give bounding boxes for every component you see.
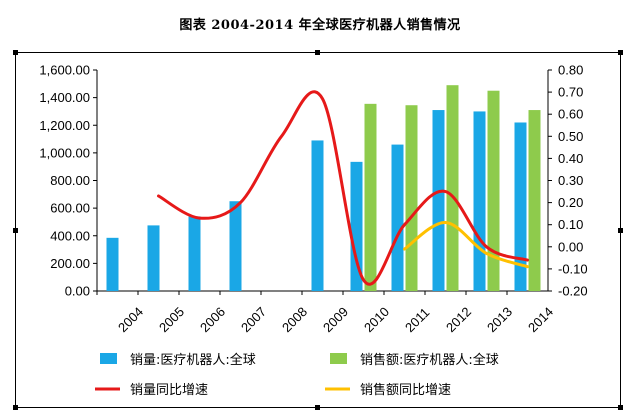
frame-handle-bm bbox=[315, 405, 320, 410]
x-tick-label: 2009 bbox=[320, 304, 351, 335]
right-tick-label: 0.70 bbox=[558, 85, 583, 100]
right-tick-label: 0.80 bbox=[558, 63, 583, 78]
frame-handle-bl bbox=[13, 405, 18, 410]
left-tick-label: 400.00 bbox=[50, 228, 90, 243]
legend-label: 销量同比增速 bbox=[130, 383, 208, 398]
bar-sales-volume bbox=[432, 110, 445, 292]
bar-sales-volume bbox=[106, 237, 119, 291]
right-tick-label: 0.10 bbox=[558, 217, 583, 232]
frame-handle-tr bbox=[618, 50, 623, 55]
right-tick-label: -0.20 bbox=[558, 284, 588, 299]
frame-handle-mr bbox=[618, 228, 623, 233]
right-tick-label: 0.20 bbox=[558, 195, 583, 210]
bar-sales-volume bbox=[229, 201, 242, 291]
x-tick-label: 2010 bbox=[361, 304, 392, 335]
bar-sales-amount bbox=[405, 105, 418, 291]
left-tick-label: 1,200.00 bbox=[39, 118, 90, 133]
legend-label: 销售额同比增速 bbox=[360, 382, 451, 398]
line-sales-volume-growth bbox=[157, 90, 529, 286]
x-tick-label: 2012 bbox=[443, 304, 474, 335]
chart-title: 图表 2004-2014 年全球医疗机器人销售情况 bbox=[179, 18, 461, 33]
left-tick-label: 1,600.00 bbox=[39, 63, 90, 78]
bar-sales-amount bbox=[364, 103, 377, 291]
x-tick-label: 2011 bbox=[402, 305, 432, 335]
right-tick-label: 0.40 bbox=[558, 151, 583, 166]
left-tick-label: 1,000.00 bbox=[39, 145, 90, 160]
right-tick-label: 0.50 bbox=[558, 129, 583, 144]
bar-sales-volume bbox=[311, 140, 324, 291]
frame-handle-tm bbox=[315, 50, 320, 55]
right-tick-label: 0.00 bbox=[558, 239, 583, 254]
legend-swatch bbox=[330, 353, 347, 364]
x-tick-label: 2013 bbox=[484, 304, 515, 335]
frame-handle-br bbox=[618, 405, 623, 410]
left-tick-label: 800.00 bbox=[50, 173, 90, 188]
legend-label: 销售额:医疗机器人:全球 bbox=[360, 352, 499, 368]
line-sales-amount-growth bbox=[403, 220, 529, 269]
x-tick-label: 2008 bbox=[279, 304, 310, 335]
x-tick-label: 2014 bbox=[525, 304, 556, 335]
bar-sales-amount bbox=[487, 90, 500, 291]
bar-sales-volume bbox=[188, 216, 201, 291]
right-tick-label: 0.30 bbox=[558, 173, 583, 188]
bar-sales-volume bbox=[147, 225, 160, 291]
left-tick-label: 200.00 bbox=[50, 256, 90, 271]
left-tick-label: 1,400.00 bbox=[39, 90, 90, 105]
frame-handle-ml bbox=[13, 228, 18, 233]
left-tick-label: 0.00 bbox=[65, 284, 90, 299]
right-tick-label: 0.60 bbox=[558, 107, 583, 122]
bar-sales-amount bbox=[446, 85, 459, 291]
x-tick-label: 2005 bbox=[156, 304, 187, 335]
right-tick-label: -0.10 bbox=[558, 261, 588, 276]
x-tick-label: 2007 bbox=[238, 304, 269, 335]
x-tick-label: 2006 bbox=[197, 304, 228, 335]
x-tick-label: 2004 bbox=[115, 304, 146, 335]
bar-sales-amount bbox=[528, 110, 541, 292]
bar-sales-volume bbox=[514, 122, 527, 291]
left-tick-label: 600.00 bbox=[50, 201, 90, 216]
frame-handle-tl bbox=[13, 50, 18, 55]
legend-label: 销量:医疗机器人:全球 bbox=[130, 352, 256, 368]
legend-swatch bbox=[100, 353, 117, 364]
plot-area: 1,600.00 1,400.00 1,200.00 1,000.00 800.00 60… bbox=[39, 63, 587, 336]
bar-sales-volume bbox=[391, 144, 404, 291]
bar-sales-volume bbox=[350, 161, 363, 291]
bar-sales-volume bbox=[473, 111, 486, 291]
